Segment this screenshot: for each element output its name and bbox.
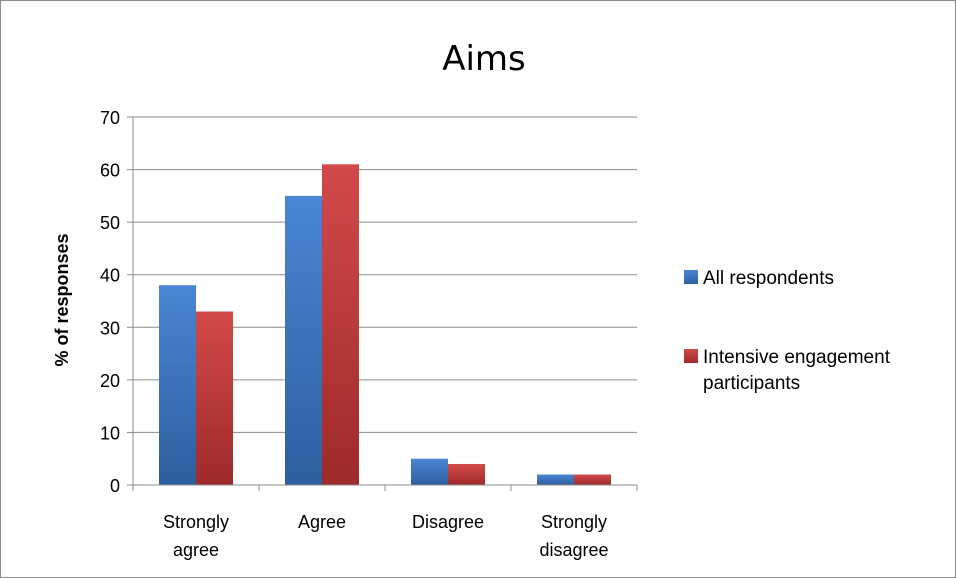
category-label: Strongly — [541, 512, 607, 532]
legend: All respondents Intensive engagement parti… — [684, 268, 891, 394]
bar-all-respondents-0 — [159, 285, 196, 485]
bar-all-respondents-1 — [285, 195, 322, 485]
bar-intensive-engagement-3 — [574, 474, 611, 485]
axes — [127, 116, 638, 491]
category-label: Disagree — [412, 512, 484, 532]
chart-title: Aims — [442, 39, 526, 79]
bar-intensive-engagement-1 — [322, 164, 359, 486]
y-tick-label: 10 — [100, 423, 120, 443]
legend-label: Intensive engagement — [703, 347, 891, 368]
y-tick-label: 20 — [100, 371, 120, 391]
y-tick-labels: 0 10 20 30 40 50 60 70 — [100, 108, 120, 496]
y-tick-label: 50 — [100, 213, 120, 233]
bar-all-respondents-2 — [411, 458, 448, 485]
bars — [159, 164, 611, 486]
y-tick-label: 40 — [100, 266, 120, 286]
bar-all-respondents-3 — [537, 474, 574, 485]
bar-intensive-engagement-0 — [196, 311, 233, 485]
legend-label: All respondents — [703, 268, 834, 289]
category-label: Agree — [298, 512, 346, 532]
legend-label: participants — [703, 373, 800, 394]
bar-intensive-engagement-2 — [448, 463, 485, 485]
category-labels: Strongly agree Agree Disagree Strongly disagr… — [163, 512, 609, 560]
legend-swatch — [684, 349, 698, 363]
legend-swatch — [684, 270, 698, 284]
y-axis-title: % of responses — [52, 233, 72, 366]
category-label: Strongly — [163, 512, 229, 532]
y-tick-label: 0 — [110, 476, 120, 496]
category-label: disagree — [539, 540, 608, 560]
y-tick-label: 60 — [100, 161, 120, 181]
y-tick-label: 70 — [100, 108, 120, 128]
y-tick-label: 30 — [100, 318, 120, 338]
category-label: agree — [173, 540, 219, 560]
